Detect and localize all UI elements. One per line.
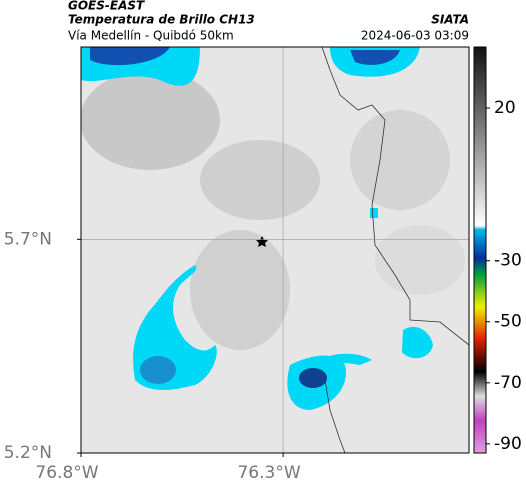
colorbar-tick-label: 20: [494, 98, 516, 118]
satellite-image: [81, 47, 469, 453]
subtitle: Temperatura de Brillo CH13: [68, 13, 255, 27]
x-tick-label: 76.8°W: [35, 463, 98, 483]
source: SIATA: [431, 13, 469, 27]
map-frame: [80, 46, 470, 454]
colorbar-tick-label: -90: [494, 434, 522, 454]
x-tick-label: 76.3°W: [237, 463, 300, 483]
title: GOES-EAST: [68, 0, 145, 13]
y-tick-label: 5.7°N: [4, 229, 52, 249]
colorbar-tick-label: -30: [494, 251, 522, 271]
y-tick-label: 5.2°N: [4, 443, 52, 463]
timestamp: 2024-06-03 03:09: [361, 29, 469, 43]
colorbar-tick-label: -50: [494, 312, 522, 332]
location: Vía Medellín - Quibdó 50km: [68, 29, 234, 43]
colorbar-tick-label: -70: [494, 373, 522, 393]
colorbar: [473, 46, 487, 454]
